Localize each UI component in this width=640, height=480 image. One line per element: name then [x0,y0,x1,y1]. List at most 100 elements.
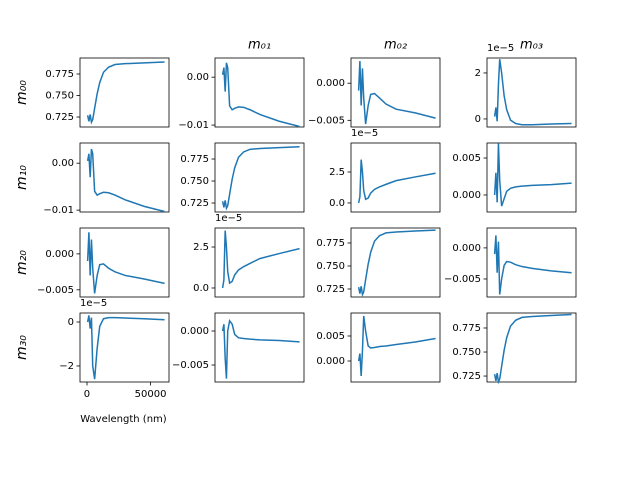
y-tick-label: 0.0 [329,198,345,209]
subplot: 0.725 0.750 0.775 [180,142,305,213]
x-axis-label: Wavelength (nm) [80,414,166,425]
y-tick-label: −0.005 [172,360,209,371]
data-line [86,232,165,294]
offset-text: 1e−5 [487,43,514,54]
axes-frame [350,312,441,383]
y-tick-label: 0 [475,114,481,125]
y-tick-label: −0.005 [444,274,481,285]
subplot: 0.725 0.750 0.775 [316,227,441,298]
y-tick-label: −0.005 [308,115,345,126]
axes-frame [214,142,305,213]
y-tick-label: −0.01 [178,120,209,131]
data-line [493,143,572,207]
y-tick-label: 0.750 [45,91,74,102]
y-tick-label: 0.775 [316,238,345,249]
axes-frame [350,142,441,213]
y-tick-label: 0.775 [452,323,481,334]
subplot: 0.00 −0.01 m₀₁ [178,38,305,131]
data-line [221,145,300,211]
axes-frame [214,57,305,128]
y-tick-label: 0.005 [452,153,481,164]
y-tick-label: 0.725 [316,284,345,295]
axes-frame [79,142,170,213]
subplot: 0.000 0.005 [452,142,577,213]
axes-frame [486,312,577,383]
axes-frame [79,312,170,383]
subplot-title: m₀₁ [248,38,271,53]
y-tick-label: 0.775 [180,154,209,165]
subplot: 0.000 −0.005 m₀₂ [308,38,441,128]
axes-frame [486,142,577,213]
subplot-title: m₀₃ [520,38,543,53]
data-line [86,315,165,380]
y-axis-label: m₀₀ [14,80,30,105]
y-tick-label: 0.0 [193,283,209,294]
data-line [357,159,436,204]
subplot: 0.000 −0.005 [444,227,577,298]
y-tick-label: 0.005 [316,331,345,342]
subplot: 0.000 −0.005 [172,312,305,383]
subplot: 0.0 2.5 1e−5 [193,213,305,298]
subplot-title: m₀₂ [384,38,407,53]
y-tick-label: 0.750 [180,176,209,187]
offset-text: 1e−5 [80,298,107,309]
x-tick-label: 50000 [135,389,167,400]
data-line [221,319,300,379]
y-tick-label: 0.750 [452,347,481,358]
y-tick-label: 0.000 [452,190,481,201]
subplot: 0 2 1e−5 m₀₃ [475,38,577,128]
y-tick-label: 2 [475,68,481,79]
offset-text: 1e−5 [215,213,242,224]
subplot: 0.000 −0.005 m₂₀ [14,227,170,298]
subplot: 0 −2 0 50000 Wavelength (nm) m₃₀ 1e−5 [14,298,170,425]
data-line [86,61,165,125]
y-tick-label: 0.725 [45,112,74,123]
axes-frame [350,227,441,298]
y-tick-label: 0.000 [452,243,481,254]
y-tick-label: 0.725 [452,371,481,382]
data-line [493,59,572,126]
y-tick-label: 0.000 [316,356,345,367]
subplot: 0.725 0.750 0.775 [452,312,577,385]
y-tick-label: 0.725 [180,198,209,209]
offset-text: 1e−5 [351,128,378,139]
subplot: 0.000 0.005 [316,312,441,383]
y-tick-label: −0.005 [37,285,74,296]
y-tick-label: 0.000 [180,326,209,337]
subplot: 0.00 −0.01 m₁₀ [14,142,170,216]
axes-frame [79,57,170,128]
data-line [86,148,165,213]
data-line [221,230,300,289]
data-line [357,315,436,377]
y-tick-label: 0.00 [187,72,209,83]
axes-frame [214,227,305,298]
y-tick-label: 2.5 [193,242,209,253]
subplot: 0.0 2.5 1e−5 [329,128,441,213]
y-axis-label: m₃₀ [14,335,30,360]
data-line [357,229,436,298]
y-tick-label: 0.750 [316,261,345,272]
y-tick-label: 0.000 [316,78,345,89]
y-axis-label: m₁₀ [14,165,30,190]
y-tick-label: −2 [59,361,74,372]
axes-frame [214,312,305,383]
y-tick-label: 0.000 [45,249,74,260]
y-axis-label: m₂₀ [14,250,30,275]
y-tick-label: 0 [68,317,74,328]
data-line [357,60,436,125]
axes-frame [486,57,577,128]
y-tick-label: 2.5 [329,167,345,178]
y-tick-label: 0.00 [52,158,74,169]
data-line [221,62,300,128]
y-tick-label: −0.01 [43,205,74,216]
data-line [493,235,572,295]
axes-frame [79,227,170,298]
x-tick-label: 0 [84,389,90,400]
axes-frame [350,57,441,128]
data-line [493,313,572,385]
y-tick-label: 0.775 [45,69,74,80]
axes-frame [486,227,577,298]
subplot: 0.725 0.750 0.775 m₀₀ [14,57,170,128]
